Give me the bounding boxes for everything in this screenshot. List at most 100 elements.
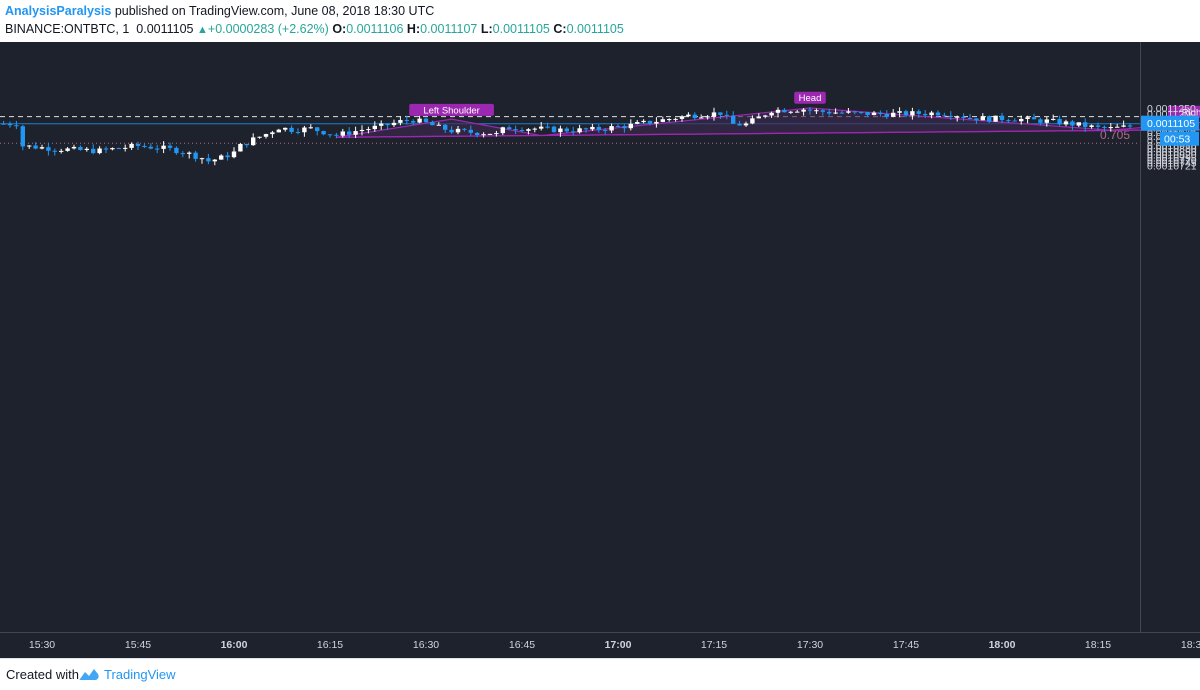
candle-body <box>558 128 563 133</box>
candle-body <box>475 132 480 136</box>
candle-body <box>449 129 454 133</box>
candle-body <box>33 145 38 149</box>
y-tick-label: 0.0010880 <box>1147 143 1197 155</box>
candle-body <box>353 131 358 135</box>
candle-body <box>667 119 672 121</box>
candle-body <box>148 146 153 149</box>
left-shoulder-label: Left Shoulder <box>409 103 494 116</box>
candle-body <box>916 111 921 114</box>
current-price-badge-bg <box>1141 115 1199 131</box>
candle-body <box>999 115 1005 121</box>
x-tick-label: 16:45 <box>509 639 535 651</box>
candles <box>1 107 1133 166</box>
candle-body <box>295 131 301 133</box>
time-axis <box>0 632 1200 658</box>
tradingview-brand[interactable]: TradingView <box>104 667 176 682</box>
candle-body <box>1115 126 1120 128</box>
candle-body <box>878 112 883 114</box>
candle-body <box>519 129 525 131</box>
y-tick-label: 0.0010795 <box>1147 152 1197 164</box>
price-change: +0.0000283 (+2.62%) <box>207 22 329 36</box>
candle-body <box>487 133 493 135</box>
publish-line: AnalysisParalysis published on TradingVi… <box>5 4 434 18</box>
candle-body <box>1012 120 1017 122</box>
candle-body <box>903 111 909 116</box>
candle-body <box>865 112 870 116</box>
candle-body <box>20 126 25 147</box>
candle-body <box>532 128 537 130</box>
candle-body <box>775 109 781 113</box>
candle-body <box>443 124 448 130</box>
candle-body <box>545 126 550 128</box>
candle-body <box>327 134 333 136</box>
countdown-value: 00:53 <box>1164 134 1190 146</box>
candle-body <box>660 119 665 122</box>
candle-body <box>1051 118 1056 120</box>
candle-body <box>571 131 576 133</box>
x-tick-label: 16:30 <box>413 639 439 651</box>
candle-body <box>238 143 243 152</box>
candle-body <box>398 120 403 123</box>
candle-body <box>788 111 793 113</box>
author-link[interactable]: AnalysisParalysis <box>5 4 112 18</box>
candle-body <box>174 147 179 154</box>
symbol-name[interactable]: BINANCE:ONTBTC, 1 <box>5 22 130 36</box>
candle-body <box>743 123 749 126</box>
left-shoulder-label-text: Left Shoulder <box>423 105 480 116</box>
close-label: C: <box>553 22 567 36</box>
candle-body <box>641 120 646 123</box>
candle-body <box>1044 119 1049 123</box>
candle-body <box>795 111 800 113</box>
candle-body <box>596 126 601 130</box>
chart-header: AnalysisParalysis published on TradingVi… <box>0 0 1200 44</box>
right-shoulder-label: Right Shoulder <box>1167 105 1200 118</box>
candle-body <box>455 128 461 133</box>
candle-body <box>39 147 45 149</box>
candle-body <box>71 146 77 149</box>
x-tick-label: 15:45 <box>125 639 151 651</box>
candle-body <box>1031 117 1037 120</box>
candle-body <box>500 127 505 134</box>
candle-body <box>526 129 531 131</box>
footer: Created with TradingView <box>0 658 1200 690</box>
candle-body <box>372 125 377 130</box>
candle-body <box>494 133 499 135</box>
low-label: L: <box>480 22 493 36</box>
candle-body <box>1006 120 1011 122</box>
candle-body <box>1057 118 1062 125</box>
candle-body <box>366 129 371 131</box>
candle-body <box>289 127 294 132</box>
candle-body <box>686 114 691 117</box>
candle-body <box>929 112 934 116</box>
plot-area <box>0 42 1140 632</box>
candle-body <box>839 112 845 114</box>
candle-body <box>180 153 185 155</box>
candle-body <box>1070 121 1075 126</box>
candle-body <box>385 123 390 126</box>
candle-body <box>1102 126 1107 128</box>
current-price-value: 0.0011105 <box>1147 118 1195 130</box>
candle-body <box>391 122 397 126</box>
candle-body <box>14 125 19 127</box>
candle-body <box>827 111 832 114</box>
high-value: 0.0011107 <box>420 22 478 36</box>
candle-body <box>123 147 128 149</box>
candle-body <box>1121 125 1126 127</box>
candle-body <box>871 112 877 116</box>
candle-body <box>436 124 441 126</box>
candle-body <box>142 145 147 147</box>
candle-body <box>1 123 6 125</box>
candle-body <box>276 129 281 133</box>
candle-body <box>635 122 640 124</box>
candle-body <box>974 118 979 121</box>
candle-body <box>705 116 710 118</box>
candle-body <box>52 150 57 152</box>
candle-body <box>359 129 365 132</box>
candle-body <box>78 146 83 150</box>
right-shoulder-label-text: Right Shoulder <box>1182 107 1200 118</box>
candle-body <box>161 145 166 149</box>
candle-body <box>97 148 102 154</box>
candle-body <box>852 111 857 113</box>
candle-body <box>564 128 569 132</box>
